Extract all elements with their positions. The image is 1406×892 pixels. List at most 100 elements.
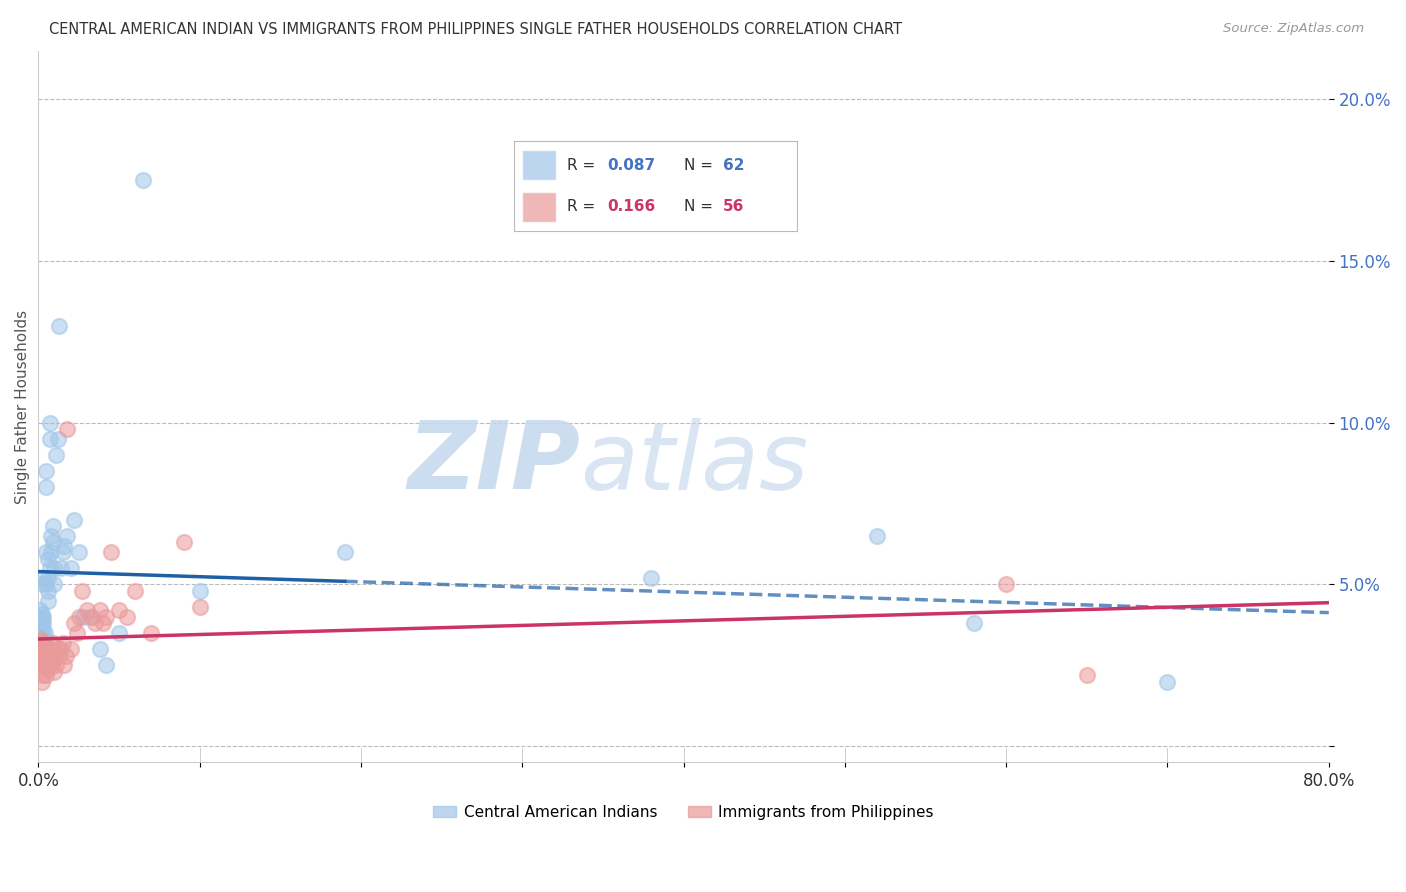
Point bbox=[963, 616, 986, 631]
Point bbox=[91, 616, 114, 631]
Point bbox=[31, 658, 53, 673]
Point bbox=[28, 623, 51, 637]
Point bbox=[55, 648, 77, 663]
Point bbox=[72, 610, 94, 624]
Point bbox=[108, 626, 131, 640]
FancyBboxPatch shape bbox=[522, 193, 555, 222]
Point bbox=[37, 655, 59, 669]
Point bbox=[31, 613, 53, 627]
Point bbox=[31, 648, 53, 663]
Point bbox=[31, 642, 53, 657]
Point bbox=[28, 610, 51, 624]
Text: R =: R = bbox=[568, 199, 600, 214]
Point bbox=[32, 577, 55, 591]
Point bbox=[31, 655, 53, 669]
Point bbox=[38, 648, 60, 663]
Point bbox=[32, 623, 55, 637]
Point bbox=[67, 610, 90, 624]
Point bbox=[31, 632, 53, 647]
Point bbox=[34, 636, 56, 650]
Point bbox=[28, 642, 51, 657]
Point bbox=[100, 545, 122, 559]
Point bbox=[38, 561, 60, 575]
Point bbox=[46, 642, 69, 657]
Point bbox=[32, 658, 55, 673]
Point bbox=[34, 642, 56, 657]
Point bbox=[28, 626, 51, 640]
Point bbox=[38, 658, 60, 673]
Point bbox=[63, 616, 86, 631]
Text: N =: N = bbox=[683, 158, 717, 173]
Point bbox=[188, 584, 211, 599]
Point bbox=[63, 513, 86, 527]
Point bbox=[35, 658, 58, 673]
Point bbox=[35, 545, 58, 559]
Text: 56: 56 bbox=[723, 199, 745, 214]
Point bbox=[45, 658, 67, 673]
Text: CENTRAL AMERICAN INDIAN VS IMMIGRANTS FROM PHILIPPINES SINGLE FATHER HOUSEHOLDS : CENTRAL AMERICAN INDIAN VS IMMIGRANTS FR… bbox=[49, 22, 903, 37]
Point bbox=[39, 545, 62, 559]
Text: Source: ZipAtlas.com: Source: ZipAtlas.com bbox=[1223, 22, 1364, 36]
Point bbox=[83, 616, 105, 631]
Point bbox=[37, 584, 59, 599]
Point bbox=[38, 416, 60, 430]
FancyBboxPatch shape bbox=[522, 151, 555, 180]
Point bbox=[32, 636, 55, 650]
Point bbox=[94, 610, 117, 624]
Point bbox=[89, 642, 111, 657]
Text: 0.166: 0.166 bbox=[607, 199, 655, 214]
Point bbox=[51, 636, 73, 650]
Point bbox=[31, 636, 53, 650]
Text: atlas: atlas bbox=[581, 418, 808, 509]
Point bbox=[37, 551, 59, 566]
Point bbox=[56, 529, 79, 543]
Point bbox=[32, 636, 55, 650]
Point bbox=[53, 539, 76, 553]
Point bbox=[32, 642, 55, 657]
Point bbox=[48, 318, 70, 333]
Text: 62: 62 bbox=[723, 158, 745, 173]
Point bbox=[141, 626, 163, 640]
Point bbox=[124, 584, 146, 599]
Point bbox=[37, 571, 59, 585]
Point bbox=[333, 545, 356, 559]
Y-axis label: Single Father Households: Single Father Households bbox=[15, 310, 30, 504]
Point bbox=[44, 652, 66, 666]
Point bbox=[66, 626, 89, 640]
Point bbox=[39, 642, 62, 657]
Point bbox=[1156, 674, 1178, 689]
Point bbox=[59, 561, 82, 575]
Point bbox=[67, 545, 90, 559]
Point bbox=[32, 616, 55, 631]
Point bbox=[48, 648, 70, 663]
Point bbox=[76, 603, 98, 617]
Point bbox=[28, 648, 51, 663]
Point bbox=[32, 571, 55, 585]
Point bbox=[51, 545, 73, 559]
Point bbox=[94, 658, 117, 673]
Point bbox=[35, 480, 58, 494]
Point bbox=[132, 173, 155, 187]
Point bbox=[35, 464, 58, 478]
Point bbox=[32, 642, 55, 657]
Legend: Central American Indians, Immigrants from Philippines: Central American Indians, Immigrants fro… bbox=[427, 798, 941, 826]
Point bbox=[866, 529, 889, 543]
Point bbox=[115, 610, 138, 624]
Point bbox=[35, 577, 58, 591]
Point bbox=[32, 610, 55, 624]
Point bbox=[31, 619, 53, 633]
Text: ZIP: ZIP bbox=[408, 417, 581, 509]
Point bbox=[34, 648, 56, 663]
Point bbox=[42, 535, 65, 549]
Point bbox=[39, 529, 62, 543]
Point bbox=[38, 432, 60, 446]
Point bbox=[42, 636, 65, 650]
Point bbox=[31, 642, 53, 657]
Text: 0.087: 0.087 bbox=[607, 158, 655, 173]
Point bbox=[108, 603, 131, 617]
Point bbox=[42, 519, 65, 533]
Point bbox=[31, 674, 53, 689]
Point bbox=[53, 658, 76, 673]
Point bbox=[39, 655, 62, 669]
Point bbox=[44, 665, 66, 679]
